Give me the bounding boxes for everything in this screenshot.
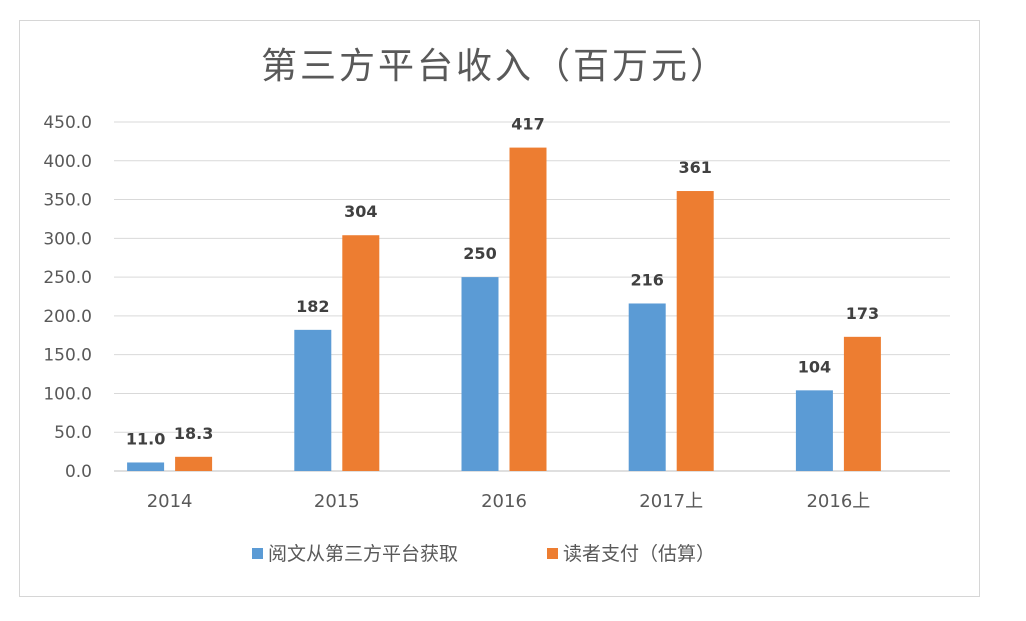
bar-platform-2017上 [628,303,666,471]
legend-label: 阅文从第三方平台获取 [268,543,458,565]
y-tick-label: 200.0 [43,307,92,327]
data-label: 11.0 [126,429,165,448]
x-axis-categories: 2014 2015 2016 2017上 2016上 [147,491,871,512]
x-category-label: 2014 [147,491,193,512]
x-category-label: 2016 [481,491,527,512]
data-labels: 11.0 18.3 182 304 250 417 216 361 104 173 [126,115,879,449]
bars [127,147,881,472]
bar-reader-2015 [342,235,380,471]
x-category-label: 2016上 [806,491,870,512]
x-category-label: 2017上 [639,491,703,512]
x-category-label: 2015 [314,491,360,512]
data-label: 18.3 [174,424,213,443]
y-tick-label: 100.0 [43,384,92,404]
bar-platform-2014 [127,462,165,471]
data-label: 304 [344,202,377,221]
y-tick-label: 250.0 [43,268,92,288]
legend-swatch [547,548,558,559]
data-label: 104 [798,357,831,376]
y-tick-label: 450.0 [43,113,92,133]
chart-frame [19,20,980,597]
bar-reader-2016 [509,147,547,472]
bar-platform-2015 [294,329,332,471]
data-label: 417 [511,115,544,134]
bar-platform-2016 [461,277,499,471]
legend: 阅文从第三方平台获取 读者支付（估算） [252,543,715,565]
data-label: 216 [630,270,663,289]
y-tick-label: 300.0 [43,229,92,249]
chart-title: 第三方平台收入（百万元） [261,46,729,87]
bar-platform-2016上 [795,390,833,471]
y-tick-label: 0.0 [65,462,92,482]
bar-reader-2016上 [843,336,881,471]
bar-reader-2014 [175,456,213,471]
bar-reader-2017上 [676,191,714,471]
data-label: 173 [846,304,879,323]
y-tick-label: 400.0 [43,152,92,172]
y-tick-label: 350.0 [43,191,92,211]
legend-swatch [252,548,263,559]
data-label: 361 [678,158,711,177]
y-axis-ticks: 0.0 50.0 100.0 150.0 200.0 250.0 300.0 350.0 400… [43,113,92,482]
y-tick-label: 150.0 [43,346,92,366]
data-label: 250 [463,244,496,263]
data-label: 182 [296,297,329,316]
legend-label: 读者支付（估算） [563,543,715,565]
y-tick-label: 50.0 [54,423,92,443]
